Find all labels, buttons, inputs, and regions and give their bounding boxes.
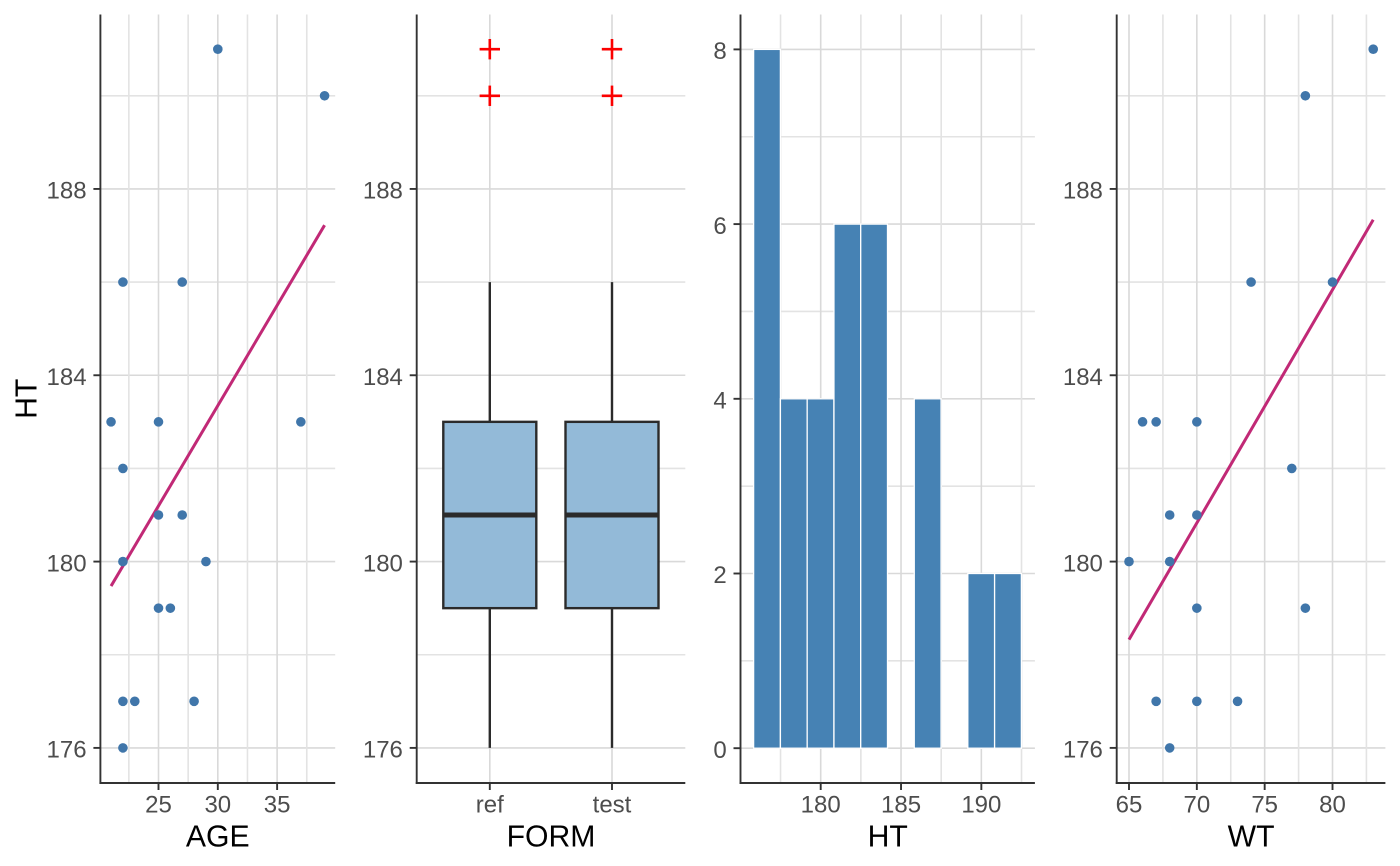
svg-text:AGE: AGE — [186, 821, 250, 854]
svg-text:8: 8 — [713, 38, 726, 65]
svg-text:176: 176 — [47, 737, 87, 764]
svg-text:2: 2 — [713, 562, 726, 589]
svg-text:185: 185 — [881, 791, 921, 818]
svg-text:25: 25 — [145, 791, 172, 818]
svg-text:180: 180 — [363, 550, 403, 577]
svg-text:35: 35 — [264, 791, 291, 818]
svg-text:FORM: FORM — [507, 821, 596, 854]
svg-text:65: 65 — [1116, 791, 1143, 818]
svg-text:190: 190 — [961, 791, 1001, 818]
svg-text:75: 75 — [1251, 791, 1278, 818]
svg-text:176: 176 — [1063, 737, 1103, 764]
svg-text:HT: HT — [10, 379, 43, 419]
svg-text:test: test — [593, 791, 632, 818]
svg-text:180: 180 — [47, 550, 87, 577]
svg-text:80: 80 — [1319, 791, 1346, 818]
svg-text:180: 180 — [1063, 550, 1103, 577]
svg-text:4: 4 — [713, 388, 726, 415]
svg-text:184: 184 — [1063, 364, 1103, 391]
svg-text:WT: WT — [1228, 821, 1275, 854]
svg-text:ref: ref — [476, 791, 504, 818]
svg-text:188: 188 — [363, 178, 403, 205]
svg-text:180: 180 — [801, 791, 841, 818]
svg-text:176: 176 — [363, 737, 403, 764]
svg-text:184: 184 — [47, 364, 87, 391]
svg-text:0: 0 — [713, 737, 726, 764]
svg-text:30: 30 — [204, 791, 231, 818]
svg-text:70: 70 — [1183, 791, 1210, 818]
svg-text:188: 188 — [47, 178, 87, 205]
svg-text:184: 184 — [363, 364, 403, 391]
svg-text:6: 6 — [713, 213, 726, 240]
svg-text:HT: HT — [868, 821, 908, 854]
svg-text:188: 188 — [1063, 178, 1103, 205]
